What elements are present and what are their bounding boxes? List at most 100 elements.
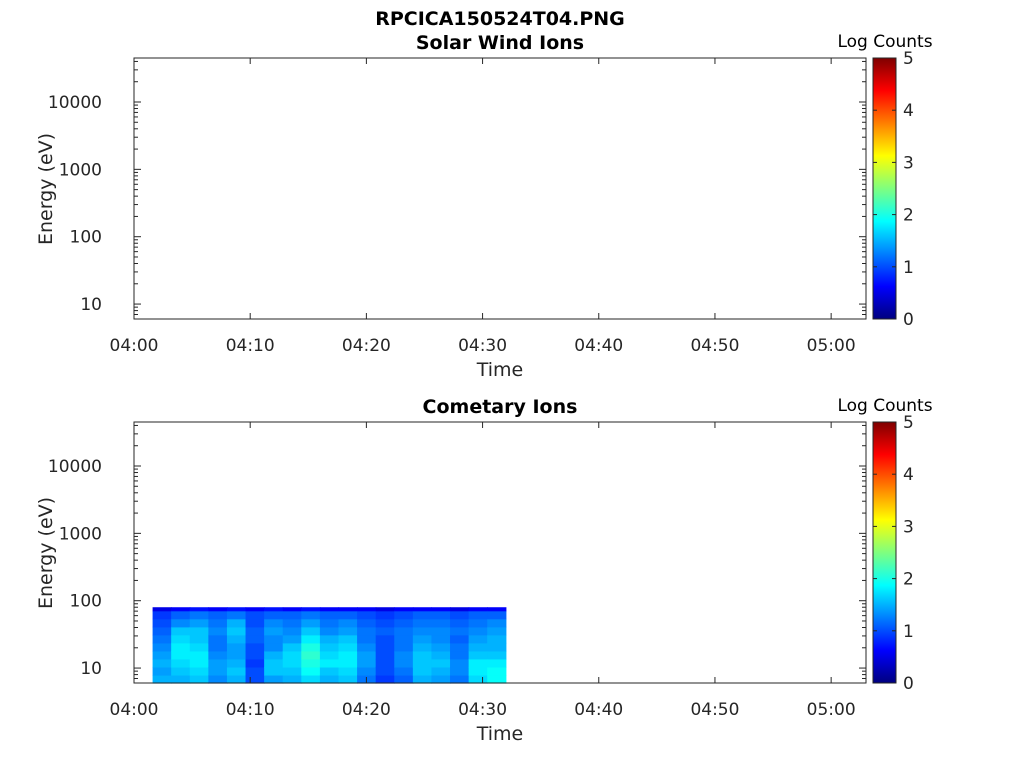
spectrogram-cell xyxy=(487,642,507,652)
spectrogram-cell xyxy=(264,674,284,684)
spectrogram-cell xyxy=(264,607,284,612)
x-tick-label: 04:40 xyxy=(574,700,623,720)
colorbar-tick-label: 4 xyxy=(903,101,914,121)
spectrogram-cell xyxy=(412,650,433,660)
spectrogram-cell xyxy=(357,626,377,636)
spectrogram-cell xyxy=(171,610,191,620)
spectrogram-cell xyxy=(226,626,247,636)
spectrogram-cell xyxy=(152,607,172,612)
spectrogram-cell xyxy=(319,666,340,676)
spectrogram-cell xyxy=(319,642,340,652)
x-tick-label: 04:40 xyxy=(574,336,623,356)
spectrogram-cell xyxy=(375,642,395,652)
spectrogram-cell xyxy=(189,610,209,620)
spectrogram-cell xyxy=(319,650,340,660)
spectrogram-cell xyxy=(431,634,451,644)
spectrogram-cell xyxy=(394,674,414,684)
spectrogram-cell xyxy=(375,658,395,668)
y-axis-label: Energy (eV) xyxy=(35,133,57,245)
spectrogram-cell xyxy=(487,626,507,636)
spectrogram-cell xyxy=(319,626,340,636)
spectrogram-cell xyxy=(301,618,321,628)
spectrogram-cell xyxy=(338,658,358,668)
spectrogram-cell xyxy=(357,634,377,644)
spectrogram-cell xyxy=(450,642,470,652)
spectrogram-cell xyxy=(226,618,247,628)
spectrogram-cell xyxy=(189,607,209,612)
spectrogram-cell xyxy=(245,650,265,660)
spectrogram-cell xyxy=(301,658,321,668)
colorbar-tick-label: 3 xyxy=(903,517,914,537)
spectrogram-cell xyxy=(208,666,228,676)
spectrogram-cell xyxy=(319,634,340,644)
spectrogram-cell xyxy=(487,618,507,628)
spectrogram-cell xyxy=(357,642,377,652)
spectrogram-cell xyxy=(431,666,451,676)
spectrogram-cell xyxy=(375,610,395,620)
spectrogram-cell xyxy=(375,650,395,660)
spectrogram-cell xyxy=(468,634,488,644)
spectrogram-cell xyxy=(189,658,209,668)
spectrogram-cell xyxy=(450,666,470,676)
spectrogram-cell xyxy=(412,658,433,668)
spectrogram-cell xyxy=(375,618,395,628)
spectrogram-cell xyxy=(450,607,470,612)
x-tick-label: 05:00 xyxy=(807,700,856,720)
spectrogram-cell xyxy=(152,610,172,620)
spectrogram-cell xyxy=(171,666,191,676)
spectrogram-cell xyxy=(226,607,247,612)
spectrogram-cell xyxy=(171,626,191,636)
colorbar-tick-label: 3 xyxy=(903,153,914,173)
spectrogram-cell xyxy=(282,642,302,652)
spectrogram-cell xyxy=(394,634,414,644)
spectrogram-cell xyxy=(338,666,358,676)
spectrogram-cell xyxy=(301,634,321,644)
spectrogram-cell xyxy=(338,634,358,644)
spectrogram-cell xyxy=(264,650,284,660)
spectrogram-cell xyxy=(357,658,377,668)
spectrogram-cell xyxy=(357,666,377,676)
spectrogram-cell xyxy=(171,650,191,660)
spectrogram-cell xyxy=(412,626,433,636)
spectrogram-cell xyxy=(431,658,451,668)
spectrogram-cell xyxy=(338,642,358,652)
spectrogram-cell xyxy=(375,607,395,612)
cometary-panel: Cometary Ions 04:00 04:10 04:20 04:30 04:40 0… xyxy=(35,396,933,745)
spectrogram-cell xyxy=(264,658,284,668)
spectrogram-cell xyxy=(394,666,414,676)
spectrogram-cell xyxy=(468,658,488,668)
spectrogram-cell xyxy=(171,658,191,668)
spectrogram-cell xyxy=(226,666,247,676)
spectrogram-cell xyxy=(226,658,247,668)
spectrogram-cell xyxy=(152,634,172,644)
spectrogram-cell xyxy=(338,618,358,628)
x-tick-label: 04:00 xyxy=(110,700,159,720)
spectrogram-cell xyxy=(487,607,507,612)
x-tick-label: 04:20 xyxy=(342,336,391,356)
colorbar-gradient xyxy=(872,57,897,320)
spectrogram-cell xyxy=(431,610,451,620)
spectrogram-cell xyxy=(264,634,284,644)
x-axis-label: Time xyxy=(476,359,524,381)
colorbar-label: Log Counts xyxy=(837,32,932,52)
spectrogram-cell xyxy=(468,618,488,628)
panel-title: Solar Wind Ions xyxy=(416,32,584,54)
spectrogram-cell xyxy=(468,674,488,684)
colorbar: 0 1 2 3 4 5 xyxy=(872,49,914,330)
spectrogram-cell xyxy=(301,610,321,620)
spectrogram-cell xyxy=(450,626,470,636)
plot-frame xyxy=(133,421,867,684)
spectrogram-cell xyxy=(245,618,265,628)
spectrogram-cell xyxy=(226,650,247,660)
spectrogram-cell xyxy=(338,610,358,620)
y-tick-label: 1000 xyxy=(59,524,102,544)
spectrogram-cell xyxy=(319,607,340,612)
x-tick-label: 04:10 xyxy=(226,700,275,720)
spectrogram-cell xyxy=(171,618,191,628)
colorbar-tick-label: 5 xyxy=(903,49,914,69)
spectrogram-cell xyxy=(264,610,284,620)
spectrogram-cell xyxy=(264,618,284,628)
spectrogram-cell xyxy=(468,666,488,676)
spectrogram-cell xyxy=(394,610,414,620)
y-tick-label: 10 xyxy=(80,295,102,315)
